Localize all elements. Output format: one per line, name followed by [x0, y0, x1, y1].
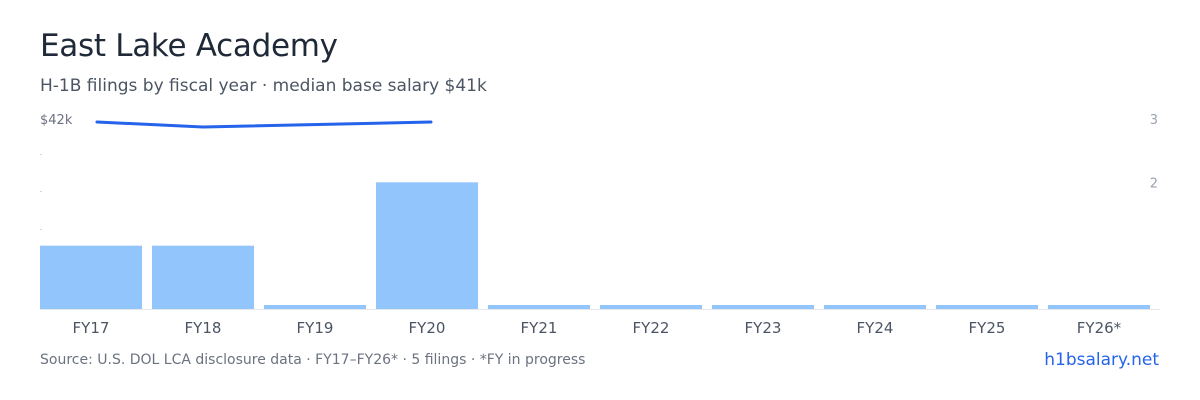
chart-subtitle: H-1B filings by fiscal year · median bas…	[40, 76, 487, 96]
left-tick-label: $42k	[40, 113, 73, 128]
bar-fy26	[1048, 305, 1150, 309]
bar-fy18	[152, 245, 254, 309]
x-tick-label: FY20	[409, 319, 446, 337]
left-minor-tick	[40, 191, 42, 192]
bar-fy25	[936, 305, 1038, 309]
x-tick-label: FY25	[969, 319, 1006, 337]
salary-line	[95, 120, 433, 129]
footer-source: Source: U.S. DOL LCA disclosure data · F…	[40, 352, 586, 368]
x-axis: FY17 FY18 FY19 FY20 FY21 FY22 FY23 FY24 FY25 FY26…	[73, 319, 1122, 337]
x-tick-label: FY19	[297, 319, 334, 337]
bar-fy17	[40, 245, 142, 309]
bar-fy20	[376, 182, 478, 309]
right-tick-label: 2	[1150, 176, 1158, 191]
x-tick-label: FY17	[73, 319, 110, 337]
bar-series	[40, 182, 1150, 309]
right-tick-label: 3	[1150, 113, 1158, 128]
site-link[interactable]: h1bsalary.net	[1044, 350, 1159, 370]
x-tick-label: FY23	[745, 319, 782, 337]
right-axis: 32	[1150, 113, 1158, 191]
left-axis: $42k	[40, 113, 73, 230]
bar-fy22	[600, 305, 702, 309]
x-tick-label: FY22	[633, 319, 670, 337]
x-tick-label: FY24	[857, 319, 894, 337]
x-tick-label: FY18	[185, 319, 222, 337]
bar-fy21	[488, 305, 590, 309]
bar-fy24	[824, 305, 926, 309]
x-tick-label: FY26*	[1077, 319, 1122, 337]
chart-title: East Lake Academy	[40, 28, 338, 64]
left-minor-tick	[40, 229, 42, 230]
bar-fy23	[712, 305, 814, 309]
left-minor-tick	[40, 154, 42, 155]
bar-fy19	[264, 305, 366, 309]
x-tick-label: FY21	[521, 319, 558, 337]
